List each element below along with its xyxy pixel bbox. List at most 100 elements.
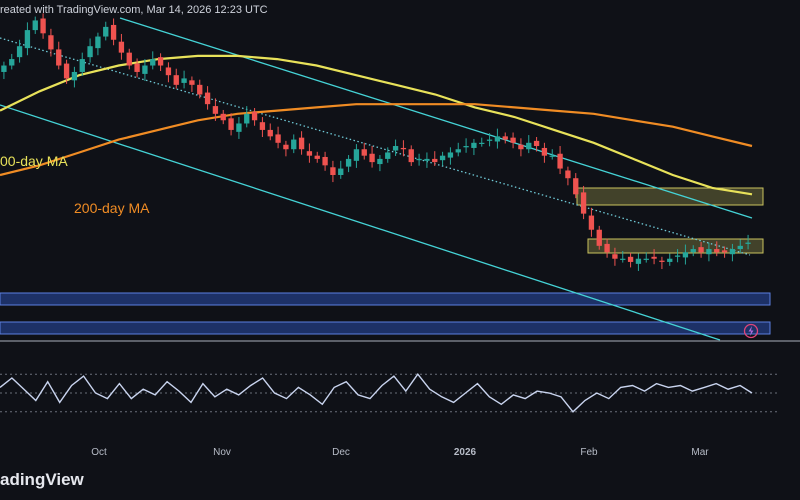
candle [142,59,148,81]
candle [298,131,305,155]
ma200-label: 200-day MA [74,200,150,216]
candle-body [698,247,704,253]
ma200-line [0,103,753,177]
candle [338,160,344,179]
candle [651,249,657,265]
candle [424,152,430,168]
candle-body [439,155,446,161]
candle-body [71,71,78,81]
candle-body [518,144,524,150]
candle-body [635,258,642,264]
candle [635,253,642,271]
candle [479,137,485,147]
candle-body [16,46,23,58]
rsi-pane [0,373,780,413]
candle-body [283,144,289,150]
candle-body [486,139,493,141]
candle [134,58,140,78]
candle-body [620,258,626,260]
candle [353,144,360,168]
candle-body [267,129,273,137]
candle-body [369,153,375,163]
candle-body [330,167,336,175]
candle-body [479,142,485,144]
candle-body [103,26,109,37]
candle-body [361,149,367,156]
candle-body [189,80,195,85]
x-tick-label: Dec [332,447,350,458]
candle [400,140,407,157]
candle-body [126,52,132,66]
candle [620,250,626,263]
candle-body [447,152,454,158]
candle-body [690,249,696,253]
support-zone-4 [0,321,771,335]
candle-body [416,158,422,161]
candle-body [392,146,399,151]
candle [502,132,508,144]
candle [181,70,187,89]
candle-body [674,255,681,257]
candle [173,68,179,89]
candle-body [400,147,407,150]
candle [745,234,751,250]
candle-body [667,258,673,262]
candle [220,109,226,125]
candle [267,123,273,141]
price-pane [0,13,771,341]
candle-body [338,168,344,175]
candle [682,244,689,265]
candle [283,140,289,157]
candle-body [95,36,101,49]
alert-icon[interactable] [743,323,759,339]
candle [197,79,203,99]
candle-body [463,146,469,148]
candle-body [424,158,430,161]
candle-body [220,113,226,121]
candle [244,106,250,128]
candle-body [721,250,728,253]
tradingview-logo[interactable]: adingView [0,470,84,489]
support-zone-3 [0,292,771,306]
candle-body [627,256,634,262]
candle-body [118,41,125,53]
candle [9,53,15,70]
candle [486,133,493,147]
candle-body [502,136,508,140]
candle [236,117,242,139]
candle-body [682,252,689,258]
candle-body [471,142,477,148]
x-tick-label: Nov [213,447,231,458]
candle-body [604,243,610,253]
candle-body [236,123,242,132]
candle [306,143,313,163]
candle-body [24,30,31,49]
candle-body [377,158,383,165]
candle [95,32,101,56]
candle [549,149,555,160]
candle-body [204,92,211,105]
candle-body [314,155,320,159]
chart-header: reated with TradingView.com, Mar 14, 202… [0,4,268,16]
candle [118,33,125,60]
candle [698,241,704,258]
candle-body [408,149,414,163]
candle [369,146,375,168]
candle [580,185,587,220]
candle-body [134,63,140,72]
candle-body [557,153,563,169]
candle-body [580,192,587,214]
candle [643,252,649,263]
candle [533,137,540,152]
candle [1,61,7,80]
candle-body [659,260,665,262]
candle-body [455,149,461,153]
candle-body [251,111,258,121]
candle-body [643,258,649,260]
candle-body [48,35,54,50]
candle [63,59,70,84]
candle-body [197,84,203,95]
candle-body [729,249,736,255]
candle [345,155,352,173]
candle [627,252,634,268]
